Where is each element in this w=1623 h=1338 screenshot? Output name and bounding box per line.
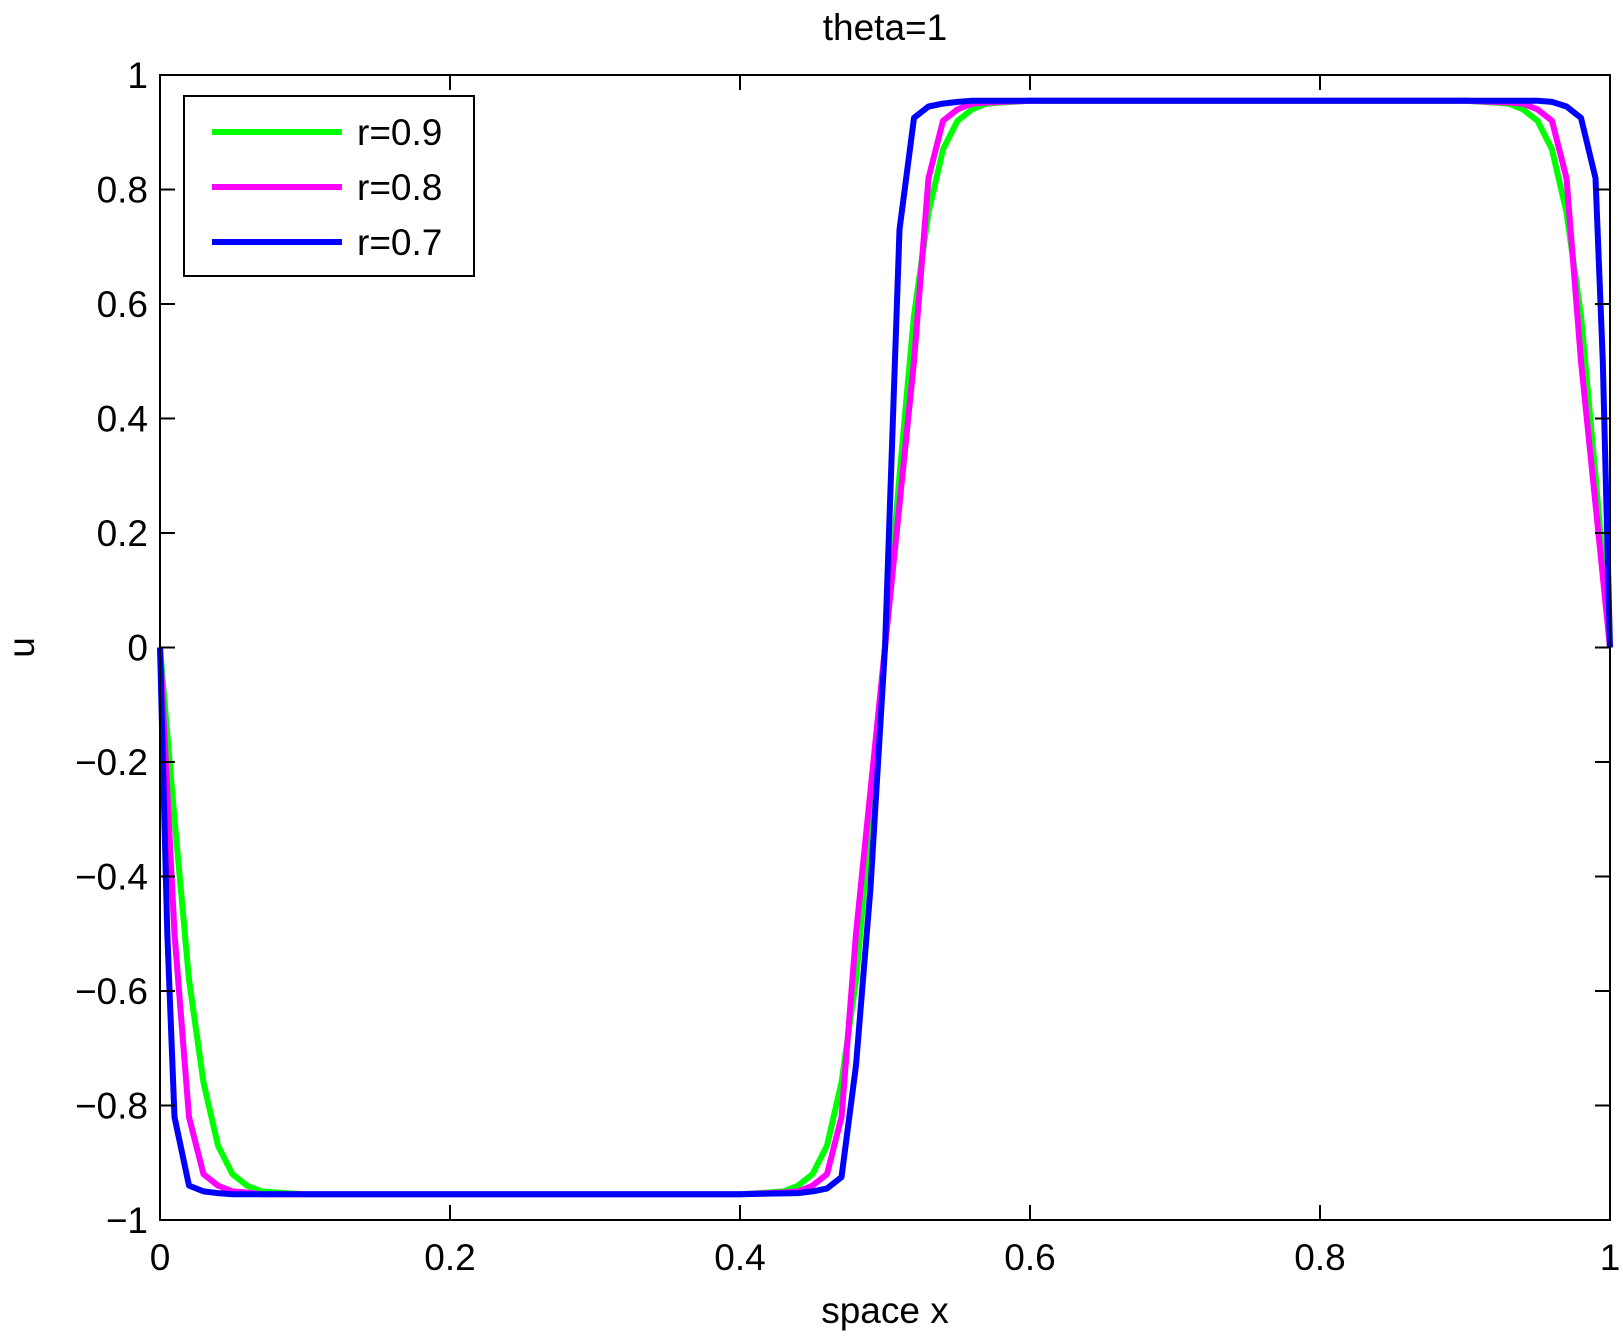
x-tick-label: 0.2 <box>424 1237 475 1278</box>
ticks-group: 0 0.2 0.4 0.6 0.8 1 −1 −0.8 −0.6 −0.4 −0.2 0 0.2 0.4 0… <box>75 55 1620 1278</box>
y-tick-label: 0.8 <box>97 170 148 211</box>
y-tick-label: −0.2 <box>75 742 148 783</box>
legend-label-3: r=0.7 <box>357 222 442 263</box>
x-tick-label: 0.4 <box>714 1237 765 1278</box>
chart-title: theta=1 <box>823 7 947 48</box>
y-tick-label: −0.8 <box>75 1086 148 1127</box>
series-line-3 <box>157 97 1613 1198</box>
y-tick-label: −1 <box>106 1200 148 1241</box>
y-tick-label: 0.6 <box>97 284 148 325</box>
x-tick-label: 1 <box>1600 1237 1621 1278</box>
legend: r=0.9 r=0.8 r=0.7 <box>183 95 475 277</box>
legend-label-1: r=0.9 <box>357 112 442 153</box>
y-axis-title: u <box>1 637 42 658</box>
x-tick-label: 0.6 <box>1004 1237 1055 1278</box>
y-tick-label: −0.6 <box>75 971 148 1012</box>
series-group <box>157 97 1613 1198</box>
y-tick-label: 1 <box>127 55 148 96</box>
y-tick-label: 0.4 <box>97 399 148 440</box>
x-tick-label: 0 <box>150 1237 171 1278</box>
y-tick-label: −0.4 <box>75 857 148 898</box>
x-tick-label: 0.8 <box>1294 1237 1345 1278</box>
y-tick-label: 0.2 <box>97 513 148 554</box>
legend-label-2: r=0.8 <box>357 167 442 208</box>
x-axis-title: space x <box>821 1290 949 1331</box>
y-tick-label: 0 <box>127 628 148 669</box>
